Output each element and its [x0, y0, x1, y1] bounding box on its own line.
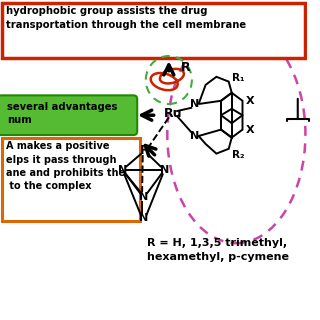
Text: R₁: R₁	[232, 73, 244, 84]
Text: hydrophobic group assists the drug
transportation through the cell membrane: hydrophobic group assists the drug trans…	[5, 6, 246, 30]
Text: A makes a positive
elps it pass through
ane and prohibits the
 to the complex: A makes a positive elps it pass through …	[5, 141, 125, 191]
Text: N: N	[160, 164, 169, 175]
Text: Ru: Ru	[164, 107, 183, 120]
Text: N: N	[139, 192, 148, 202]
Text: N: N	[118, 164, 127, 175]
FancyBboxPatch shape	[2, 3, 305, 58]
FancyBboxPatch shape	[2, 138, 140, 221]
Text: N: N	[139, 212, 148, 223]
Text: P: P	[140, 144, 149, 157]
Text: X: X	[246, 124, 254, 135]
Text: several advantages
num: several advantages num	[7, 102, 117, 124]
FancyBboxPatch shape	[0, 95, 137, 135]
Text: R: R	[181, 61, 190, 74]
Text: R₂: R₂	[232, 150, 244, 160]
Text: N: N	[190, 131, 200, 141]
Text: R = H, 1,3,5 trimethyl,
hexamethyl, p-cymene: R = H, 1,3,5 trimethyl, hexamethyl, p-cy…	[147, 238, 289, 262]
Text: X: X	[246, 96, 254, 106]
Text: N: N	[190, 99, 200, 109]
